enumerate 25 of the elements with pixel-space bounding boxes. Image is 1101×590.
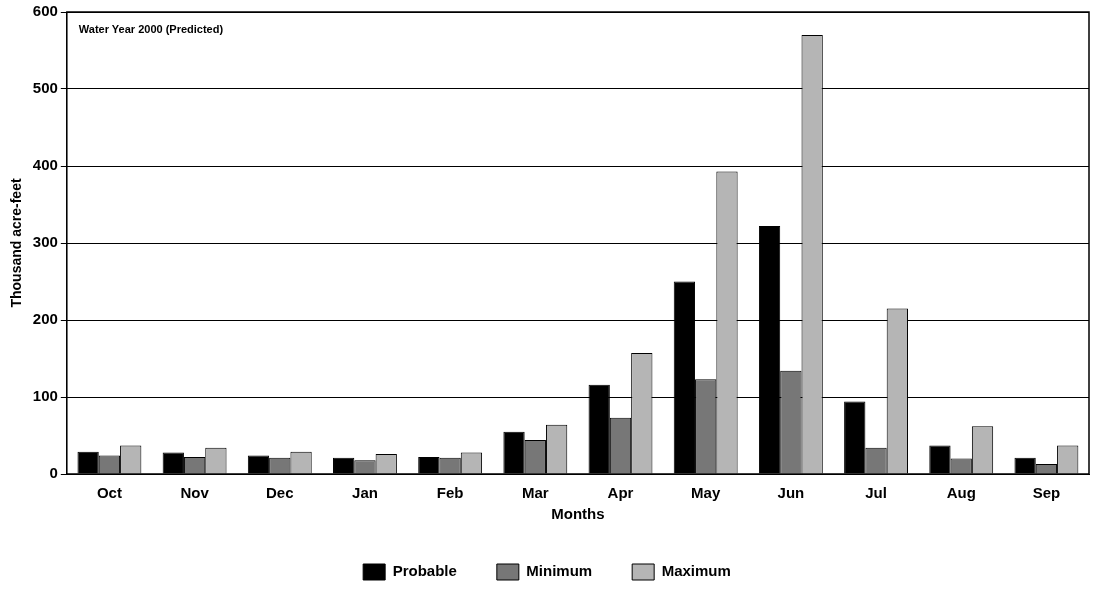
- x-tick-label: Apr: [607, 484, 634, 502]
- x-tick-label: Jan: [352, 484, 378, 502]
- x-tick-label: Feb: [436, 484, 464, 502]
- legend-label: Probable: [392, 562, 457, 580]
- x-tick-label: Sep: [1032, 484, 1061, 502]
- x-tick-label: Mar: [521, 484, 549, 502]
- y-tick-label: 300: [32, 233, 58, 251]
- x-tick-label: Dec: [266, 484, 294, 502]
- y-tick-label: 500: [32, 79, 58, 97]
- y-tick-label: 400: [32, 156, 58, 174]
- annotation: Water Year 2000 (Predicted): [78, 22, 224, 35]
- x-tick-label: Aug: [946, 484, 976, 502]
- y-tick-label: 0: [49, 464, 58, 482]
- x-tick-label: May: [691, 484, 721, 502]
- x-axis-title: Months: [551, 505, 605, 523]
- legend-label: Minimum: [526, 562, 593, 580]
- legend-label: Maximum: [661, 562, 731, 580]
- x-tick-label: Oct: [96, 484, 122, 502]
- x-tick-label: Nov: [180, 484, 210, 502]
- y-tick-label: 100: [32, 387, 58, 405]
- y-tick-label: 200: [32, 310, 58, 328]
- y-axis-title: Thousand acre-feet: [8, 178, 25, 308]
- x-tick-label: Jul: [865, 484, 887, 502]
- y-tick-label: 600: [32, 2, 58, 20]
- x-tick-label: Jun: [777, 484, 805, 502]
